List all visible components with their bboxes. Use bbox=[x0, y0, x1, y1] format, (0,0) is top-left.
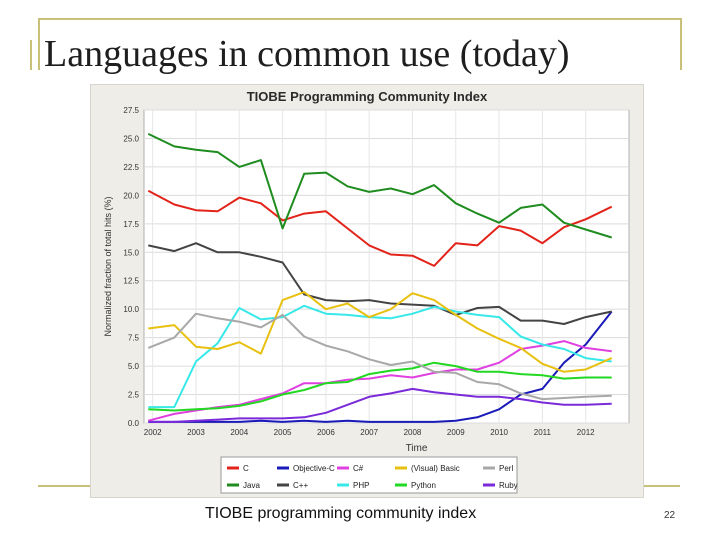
x-tick-label: 2005 bbox=[274, 428, 292, 437]
x-tick-label: 2008 bbox=[404, 428, 422, 437]
y-tick-label: 22.5 bbox=[123, 163, 139, 172]
series-line-visual-basic bbox=[148, 291, 613, 373]
x-tick-label: 2010 bbox=[490, 428, 508, 437]
legend-label: Ruby bbox=[499, 481, 518, 490]
y-tick-label: 12.5 bbox=[123, 277, 139, 286]
x-tick-label: 2012 bbox=[577, 428, 595, 437]
legend-label: C# bbox=[353, 464, 364, 473]
slide-title: Languages in common use (today) bbox=[44, 33, 570, 75]
frame-line-left-lower bbox=[30, 40, 32, 70]
legend-label: (Visual) Basic bbox=[411, 464, 460, 473]
x-tick-label: 2006 bbox=[317, 428, 335, 437]
series-line-c bbox=[148, 242, 612, 325]
series-line-python bbox=[148, 361, 612, 412]
x-tick-label: 2011 bbox=[534, 428, 552, 437]
slide-caption: TIOBE programming community index bbox=[205, 505, 477, 522]
legend-label: C++ bbox=[293, 481, 308, 490]
chart-svg: 0.0 2.5 5.0 7.5 10.0 12.5 15.0 17.5 20.0 22.5 25.0… bbox=[103, 106, 630, 494]
x-tick-label: 2007 bbox=[360, 428, 378, 437]
y-tick-label: 17.5 bbox=[123, 220, 139, 229]
legend-label: Perl bbox=[499, 464, 513, 473]
y-tick-label: 15.0 bbox=[123, 248, 139, 257]
legend-label: Java bbox=[243, 481, 260, 490]
legend-box bbox=[220, 456, 518, 494]
y-tick-label: 0.0 bbox=[128, 419, 140, 428]
frame-line-top bbox=[38, 18, 680, 20]
series-line-ruby bbox=[148, 387, 612, 423]
x-tick-label: 2003 bbox=[187, 428, 205, 437]
frame-line-right bbox=[680, 18, 682, 70]
x-axis-label: Time bbox=[406, 443, 428, 454]
y-axis-label: Normalized fraction of total hits (%) bbox=[103, 196, 113, 336]
y-tick-label: 2.5 bbox=[128, 391, 140, 400]
y-tick-label: 20.0 bbox=[123, 191, 139, 200]
series-line-java bbox=[147, 132, 612, 239]
y-tick-label: 25.0 bbox=[123, 134, 139, 143]
series-line-objective-c bbox=[148, 310, 613, 423]
x-tick-label: 2002 bbox=[144, 428, 162, 437]
legend-label: Objective-C bbox=[293, 464, 335, 473]
legend-label: Python bbox=[411, 481, 436, 490]
series-line-perl bbox=[147, 312, 612, 401]
chart-title: TIOBE Programming Community Index bbox=[246, 89, 488, 104]
series-line-c bbox=[147, 189, 613, 267]
chart-panel: TIOBE Programming Community Index 0.0 2.5… bbox=[90, 84, 644, 498]
series-line-c bbox=[148, 340, 612, 422]
frame-line-left bbox=[38, 18, 40, 70]
legend-label: C bbox=[243, 464, 249, 473]
y-tick-label: 7.5 bbox=[128, 334, 140, 343]
y-tick-label: 5.0 bbox=[128, 362, 140, 371]
y-tick-label: 27.5 bbox=[123, 106, 139, 115]
series-line-php bbox=[148, 304, 612, 409]
x-tick-label: 2004 bbox=[230, 428, 248, 437]
x-tick-label: 2009 bbox=[447, 428, 465, 437]
legend-label: PHP bbox=[353, 481, 369, 490]
y-tick-label: 10.0 bbox=[123, 305, 139, 314]
page-number: 22 bbox=[664, 510, 676, 521]
